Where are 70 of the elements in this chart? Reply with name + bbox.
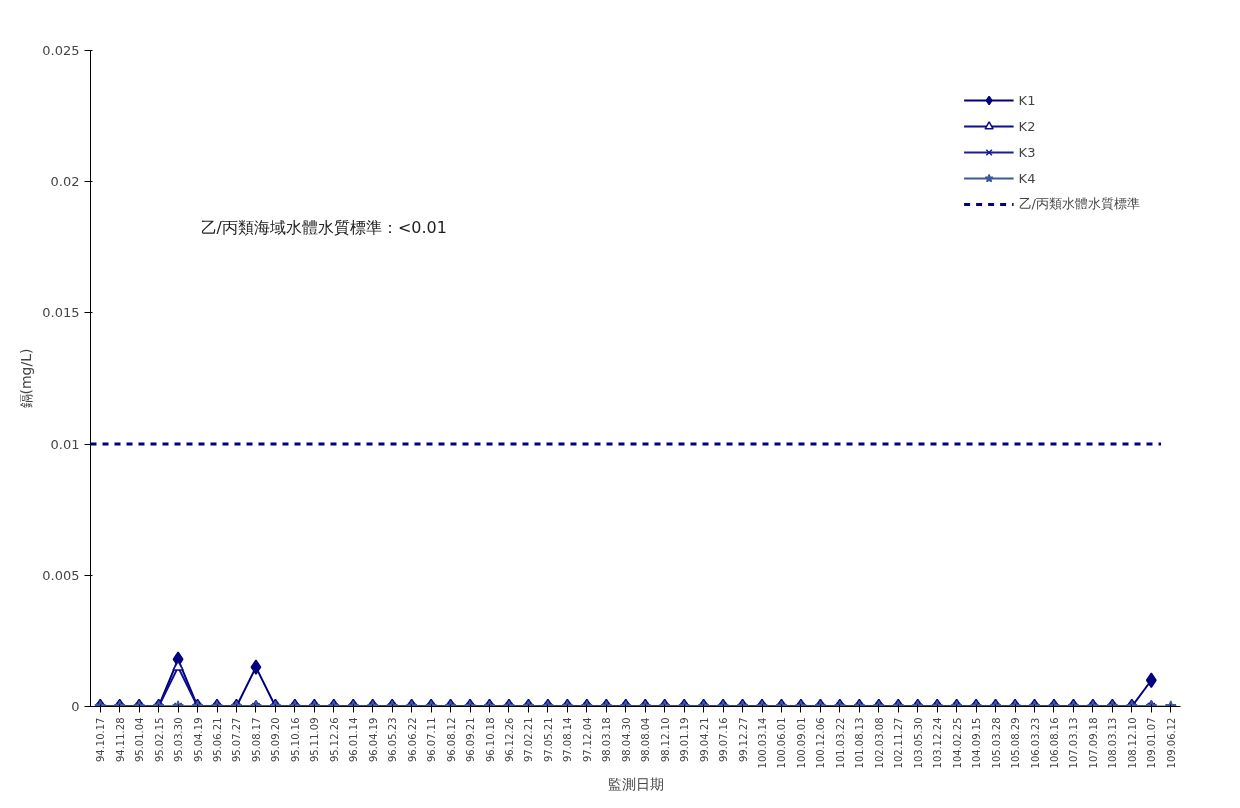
x-tick-label: 105.08.29 [1010,717,1022,769]
x-tick-label: 95.09.20 [270,717,282,763]
x-tick-label: 103.12.24 [932,717,944,769]
y-tick-label: 0.01 [50,436,80,452]
x-tick-label: 99.04.21 [698,717,710,763]
x-tick-label: 108.03.13 [1107,717,1119,769]
x-tick-label: 96.09.21 [465,717,477,763]
y-tick-label: 0.025 [42,43,80,58]
x-tick-label: 95.08.17 [250,717,262,763]
x-tick-label: 101.08.13 [854,717,866,769]
legend-label: K1 [1018,92,1037,108]
x-tick-label: 95.04.19 [192,717,204,763]
legend-label: K4 [1018,170,1037,186]
x-tick-label: 94.10.17 [95,717,107,763]
x-tick-label: 95.03.30 [173,717,185,763]
x-tick-label: 94.11.28 [114,717,126,763]
y-tick-label: 0.02 [50,174,80,190]
x-tick-label: 107.03.13 [1068,717,1080,769]
y-tick-label: 0.005 [42,567,80,583]
x-tick-label: 100.06.01 [776,717,788,769]
x-tick-label: 99.12.27 [737,717,749,763]
x-tick-label: 98.12.10 [659,717,671,763]
x-tick-label: 102.11.27 [893,717,905,769]
x-tick-label: 102.03.08 [873,717,885,769]
y-axis-title: 鎘(mg/L) [18,348,35,409]
x-tick-label: 100.09.01 [795,717,807,769]
legend-label: 乙/丙類水體水質標準 [1018,195,1140,213]
x-tick-label: 96.08.12 [445,717,457,763]
x-tick-label: 96.07.11 [426,717,438,763]
x-tick-label: 97.08.14 [562,717,574,763]
x-tick-label: 109.01.07 [1146,717,1158,769]
x-tick-label: 95.10.16 [289,717,301,763]
x-tick-label: 96.12.26 [503,717,515,763]
x-tick-label: 108.12.10 [1126,717,1138,769]
x-tick-label: 95.12.26 [328,717,340,763]
y-tick-label: 0 [71,699,80,714]
x-tick-label: 96.05.23 [387,717,399,763]
x-tick-label: 104.09.15 [971,717,983,769]
x-tick-label: 109.06.12 [1165,717,1177,769]
x-tick-label: 96.01.14 [348,717,360,763]
x-tick-label: 97.12.04 [581,717,593,763]
x-tick-label: 103.05.30 [912,717,924,769]
x-tick-label: 100.12.06 [815,717,827,769]
x-tick-label: 97.05.21 [542,717,554,763]
x-tick-label: 106.08.16 [1048,717,1060,769]
x-tick-label: 107.09.18 [1087,717,1099,769]
x-tick-label: 95.01.04 [134,717,146,763]
x-tick-label: 99.07.16 [718,717,730,763]
x-tick-label: 98.08.04 [640,717,652,763]
legend-label: K2 [1018,118,1037,134]
x-tick-label: 95.07.27 [231,717,243,763]
x-tick-label: 106.03.23 [1029,717,1041,769]
x-tick-label: 101.03.22 [834,717,846,769]
x-tick-label: 104.02.25 [951,717,963,769]
x-tick-label: 105.03.28 [990,717,1002,769]
x-tick-label: 98.04.30 [620,717,632,763]
x-tick-label: 96.06.22 [406,717,418,763]
x-tick-label: 100.03.14 [757,717,769,769]
x-tick-label: 98.03.18 [601,717,613,763]
x-tick-label: 99.01.19 [679,717,691,763]
legend-label: K3 [1018,144,1037,160]
annotation: 乙/丙類海域水體水質標準：<0.01 [200,217,447,237]
x-tick-label: 95.02.15 [153,717,165,763]
y-tick-label: 0.015 [42,305,80,321]
x-axis-title: 監測日期 [607,776,664,793]
x-tick-label: 96.04.19 [367,717,379,763]
x-tick-label: 96.10.18 [484,717,496,763]
x-tick-label: 95.11.09 [309,717,321,763]
x-tick-label: 97.02.21 [523,717,535,763]
x-tick-label: 95.06.21 [212,717,224,763]
